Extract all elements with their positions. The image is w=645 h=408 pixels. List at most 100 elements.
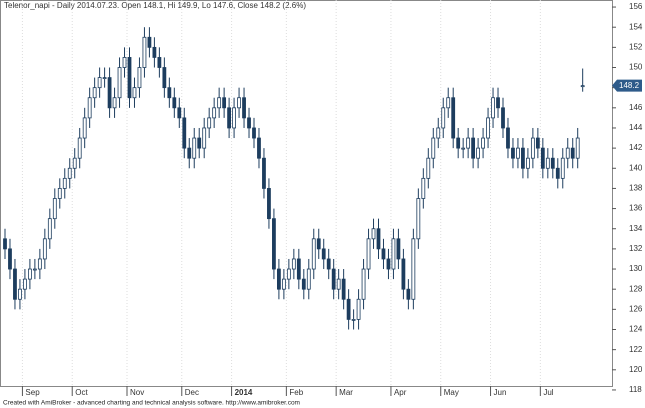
candle-body xyxy=(486,117,490,139)
candle-body xyxy=(142,36,147,68)
x-tick-label: Dec xyxy=(185,388,199,397)
candle-body xyxy=(37,258,42,270)
candle-body xyxy=(506,127,510,149)
candle-body xyxy=(481,137,485,149)
candle-body xyxy=(560,157,565,179)
candle-body xyxy=(42,238,47,260)
candle-body xyxy=(321,248,326,260)
candle-body xyxy=(476,147,481,159)
candle-body xyxy=(341,278,346,300)
x-tick-label: Jul xyxy=(543,388,553,397)
candle-body xyxy=(326,258,331,270)
y-tick-label: 140 xyxy=(629,163,643,172)
candle-body xyxy=(361,268,366,300)
plot-frame xyxy=(0,0,613,387)
candle-body xyxy=(555,167,560,179)
candle-body xyxy=(336,278,341,290)
candle-body xyxy=(306,268,311,290)
candle-body xyxy=(281,278,286,290)
candle-body xyxy=(545,157,550,169)
candle-body xyxy=(565,147,570,159)
candle-body xyxy=(112,97,117,109)
y-tick-label: 132 xyxy=(629,244,643,253)
candle-body xyxy=(291,258,296,270)
candle-body xyxy=(52,198,57,220)
y-tick-label: 146 xyxy=(629,103,643,112)
candle-body xyxy=(172,97,177,109)
candle-body xyxy=(346,298,351,320)
candle-body xyxy=(580,85,585,88)
candle-body xyxy=(570,147,575,159)
y-tick-label: 150 xyxy=(629,63,643,72)
candle-body xyxy=(117,67,122,99)
candle-body xyxy=(222,97,227,109)
candle-body xyxy=(167,87,172,99)
candle-body xyxy=(550,157,555,169)
y-tick-label: 128 xyxy=(629,284,643,293)
candle-body xyxy=(296,258,301,280)
candle-body xyxy=(187,147,192,159)
candle-body xyxy=(436,127,441,139)
x-tick-label: Jun xyxy=(494,388,507,397)
candle-body xyxy=(257,137,261,159)
candle-body xyxy=(32,268,37,271)
candle-body xyxy=(217,97,222,109)
candle-body xyxy=(356,298,361,320)
y-tick-label: 124 xyxy=(629,325,643,334)
candle-body xyxy=(18,288,22,300)
candle-body xyxy=(92,87,97,99)
x-tick-label: Feb xyxy=(289,388,303,397)
candle-body xyxy=(107,77,112,109)
candle-body xyxy=(152,46,157,58)
candle-body xyxy=(316,238,321,250)
x-tick-label: Oct xyxy=(75,388,88,397)
candle-body xyxy=(47,218,52,240)
x-tick-label: Apr xyxy=(394,388,407,397)
candle-body xyxy=(97,77,102,89)
candle-body xyxy=(72,157,77,169)
candle-body xyxy=(381,248,386,260)
x-tick-label: Nov xyxy=(130,388,144,397)
candle-body xyxy=(177,107,182,119)
candle-body xyxy=(426,157,431,179)
candle-body xyxy=(157,57,162,68)
candle-body xyxy=(182,117,187,149)
candle-body xyxy=(471,137,476,159)
candle-body xyxy=(466,137,471,149)
x-tick-label: Sep xyxy=(25,388,40,397)
candle-body xyxy=(540,147,545,169)
candle-body xyxy=(331,268,336,290)
candle-body xyxy=(526,157,530,169)
chart-title: Telenor_napi - Daily 2014.07.23. Open 14… xyxy=(4,1,306,10)
candle-body xyxy=(207,117,212,129)
candle-body xyxy=(311,238,316,270)
candle-body xyxy=(247,117,251,129)
candle-body xyxy=(391,238,396,270)
y-tick-label: 122 xyxy=(629,345,643,354)
candle-body xyxy=(351,319,356,321)
candle-body xyxy=(147,36,152,48)
footer: Created with AmiBroker - advanced charti… xyxy=(3,400,300,407)
candle-body xyxy=(441,107,446,129)
candle-body xyxy=(197,137,202,149)
candle-body xyxy=(102,77,107,79)
candle-body xyxy=(272,218,276,270)
candle-body xyxy=(396,238,401,260)
y-tick-label: 144 xyxy=(629,123,643,132)
y-tick-label: 136 xyxy=(629,204,643,213)
candle-body xyxy=(162,67,167,89)
candle-body xyxy=(212,107,217,119)
y-tick-label: 134 xyxy=(629,224,643,233)
y-tick-label: 130 xyxy=(629,264,643,273)
last-price-label: 148.2 xyxy=(619,81,640,90)
candle-body xyxy=(516,147,520,159)
candle-body xyxy=(127,57,132,99)
candle-body xyxy=(122,57,127,68)
candle-body xyxy=(386,258,391,270)
candle-body xyxy=(371,228,376,240)
candle-body xyxy=(132,87,137,99)
candle-body xyxy=(227,107,232,129)
y-tick-label: 142 xyxy=(629,143,643,152)
y-tick-label: 120 xyxy=(629,365,643,374)
